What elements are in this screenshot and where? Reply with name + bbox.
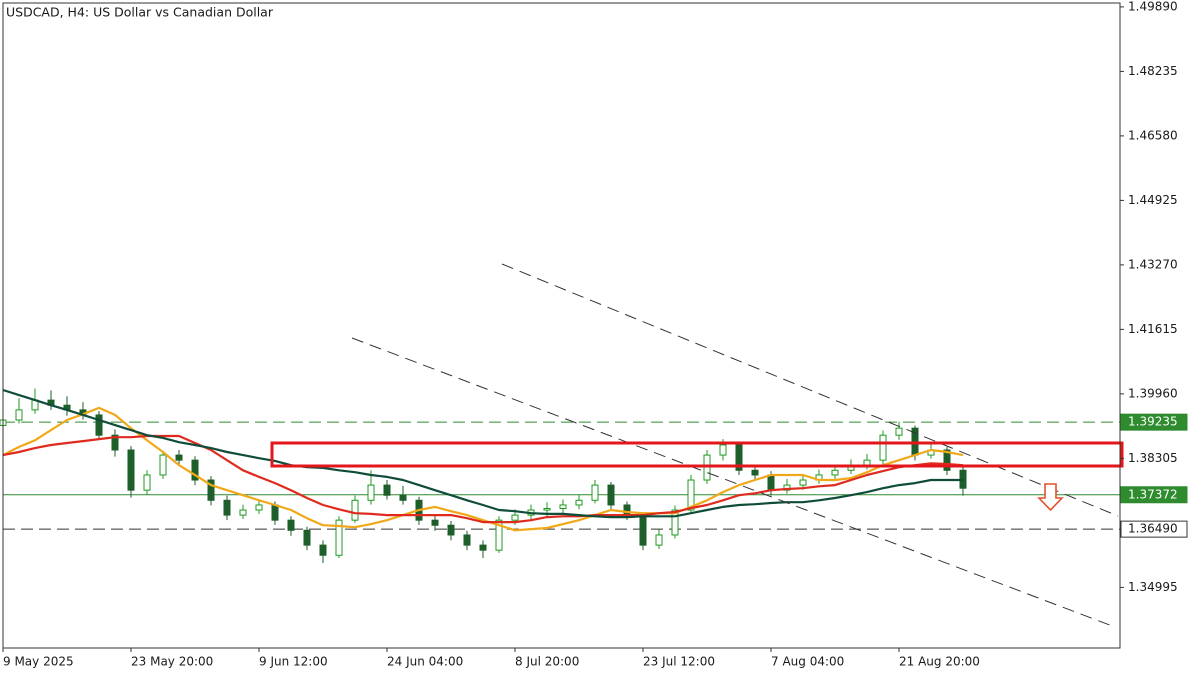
candle-body xyxy=(543,507,551,511)
x-tick-label: 23 May 20:00 xyxy=(131,655,213,669)
y-tick-label: 1.41615 xyxy=(1128,322,1178,336)
candle-body xyxy=(463,534,471,546)
candle-body xyxy=(207,479,215,501)
candle-body xyxy=(639,514,647,546)
candle-body xyxy=(879,434,887,461)
candle-body xyxy=(575,499,583,506)
candle-body xyxy=(719,444,727,456)
candle-body xyxy=(735,444,743,471)
candle-body xyxy=(479,544,487,551)
candle-body xyxy=(303,529,311,546)
candle-body xyxy=(495,519,503,551)
y-tick-label: 1.43270 xyxy=(1128,257,1178,271)
candle-body xyxy=(799,479,807,486)
y-tick-label: 1.48235 xyxy=(1128,64,1178,78)
candle-body xyxy=(783,484,791,491)
candle-body xyxy=(703,454,711,481)
price-level-label: 1.39235 xyxy=(1128,415,1178,429)
candle-body xyxy=(687,479,695,511)
moving-average xyxy=(2,388,963,519)
candle-body xyxy=(159,454,167,476)
candle-body xyxy=(767,474,775,491)
plot-frame xyxy=(2,2,1121,649)
candle-body xyxy=(511,514,519,521)
candle-body xyxy=(143,474,151,491)
candle-body xyxy=(655,534,663,546)
price-level-tag xyxy=(1120,520,1188,538)
candle-body xyxy=(831,469,839,476)
candle-body xyxy=(95,414,103,436)
candle-body xyxy=(399,494,407,501)
price-level-tag xyxy=(1120,486,1188,504)
x-tick-label: 7 Aug 04:00 xyxy=(771,655,844,669)
candle-body xyxy=(271,504,279,521)
candle-body xyxy=(607,484,615,506)
x-tick-label: 9 May 2025 xyxy=(3,655,74,669)
candle-body xyxy=(175,454,183,461)
x-tick-label: 23 Jul 12:00 xyxy=(643,655,715,669)
candle-body xyxy=(751,469,759,476)
chart-title: USDCAD, H4: US Dollar vs Canadian Dollar xyxy=(6,5,274,20)
candle-body xyxy=(111,434,119,451)
x-tick-label: 21 Aug 20:00 xyxy=(899,655,980,669)
candle-body xyxy=(623,504,631,516)
y-tick-label: 1.38305 xyxy=(1128,451,1178,465)
candle-body xyxy=(335,519,343,556)
candle-body xyxy=(591,484,599,501)
candle-body xyxy=(239,509,247,516)
x-tick-label: 24 Jun 04:00 xyxy=(387,655,463,669)
y-tick-label: 1.34995 xyxy=(1128,580,1178,594)
candle-body xyxy=(351,499,359,521)
y-tick-label: 1.44925 xyxy=(1128,193,1178,207)
candle-body xyxy=(559,504,567,509)
moving-average xyxy=(2,434,964,524)
candle-body xyxy=(367,484,375,501)
candle-body xyxy=(15,409,23,421)
price-level-label: 1.36490 xyxy=(1128,522,1178,536)
candle-body xyxy=(223,499,231,516)
candle-body xyxy=(191,459,199,481)
trend-line xyxy=(351,337,1116,628)
candle-body xyxy=(671,509,679,536)
plot-area xyxy=(0,388,1120,564)
candle-body xyxy=(287,519,295,531)
candle-body xyxy=(383,484,391,496)
y-tick-label: 1.49890 xyxy=(1128,0,1178,13)
candle-body xyxy=(431,519,439,526)
candle-body xyxy=(895,427,903,436)
y-tick-label: 1.46580 xyxy=(1128,128,1178,142)
candle-body xyxy=(447,524,455,536)
candle-body xyxy=(863,459,871,466)
y-tick-label: 1.39960 xyxy=(1128,386,1178,400)
price-level-tag xyxy=(1120,413,1188,431)
x-tick-label: 8 Jul 20:00 xyxy=(515,655,579,669)
resistance-zone xyxy=(270,441,1124,468)
trend-line xyxy=(501,263,1119,517)
candle-body xyxy=(943,449,951,471)
candle-body xyxy=(255,504,263,511)
down-arrow xyxy=(1037,483,1064,512)
moving-average xyxy=(2,406,964,532)
x-tick-label: 9 Jun 12:00 xyxy=(259,655,328,669)
candle-body xyxy=(127,449,135,491)
price-level-label: 1.37372 xyxy=(1128,487,1178,501)
candle-body xyxy=(319,544,327,556)
